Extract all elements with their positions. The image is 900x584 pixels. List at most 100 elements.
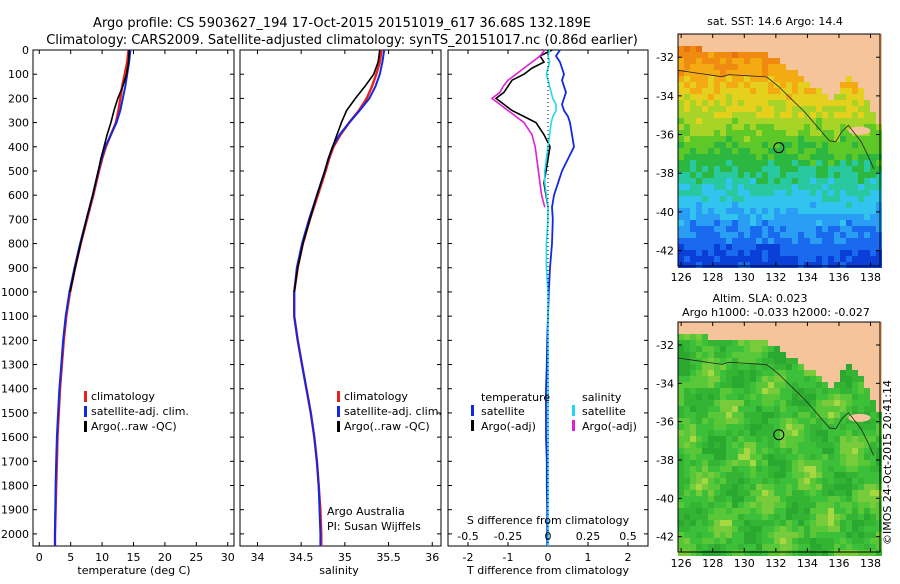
map-cell — [822, 532, 828, 538]
map-cell — [804, 370, 810, 376]
map-cell — [810, 376, 816, 382]
y-tick-label: 1900 — [1, 504, 29, 517]
map-cell — [732, 322, 738, 328]
map-cell — [828, 508, 834, 514]
map-cell — [810, 94, 816, 100]
map-cell — [876, 130, 882, 136]
map-cell — [738, 364, 744, 370]
map-cell — [756, 208, 762, 214]
map-cell — [714, 154, 720, 160]
map-cell — [840, 394, 846, 400]
map-cell — [822, 124, 828, 130]
map-cell — [690, 166, 696, 172]
map-cell — [726, 334, 732, 340]
map-cell — [864, 430, 870, 436]
x-tick-label: 2 — [625, 551, 632, 564]
map-cell — [762, 400, 768, 406]
map-cell — [756, 418, 762, 424]
map-cell — [780, 94, 786, 100]
map-cell — [804, 406, 810, 412]
map-cell — [726, 442, 732, 448]
map-cell — [792, 154, 798, 160]
map-cell — [846, 322, 852, 328]
map-cell — [792, 64, 798, 70]
map-cell — [756, 58, 762, 64]
map-cell — [870, 202, 876, 208]
map-cell — [822, 214, 828, 220]
map-cell — [732, 472, 738, 478]
map-cell — [678, 364, 684, 370]
map-cell — [822, 340, 828, 346]
map-cell — [774, 196, 780, 202]
map-cell — [768, 550, 774, 556]
map-cell — [828, 88, 834, 94]
map-cell — [684, 64, 690, 70]
y-tick-label: 1300 — [1, 359, 29, 372]
map-cell — [798, 538, 804, 544]
map-cell — [738, 190, 744, 196]
map-cell — [726, 484, 732, 490]
map-cell — [702, 70, 708, 76]
map-cell — [750, 202, 756, 208]
map-cell — [846, 40, 852, 46]
map-cell — [828, 346, 834, 352]
map-cell — [738, 448, 744, 454]
map-cell — [678, 130, 684, 136]
map-cell — [834, 490, 840, 496]
map-cell — [756, 106, 762, 112]
map-cell — [876, 352, 882, 358]
map-cell — [804, 544, 810, 550]
map-cell — [870, 70, 876, 76]
map-cell — [798, 88, 804, 94]
map-cell — [726, 424, 732, 430]
map-cell — [816, 34, 822, 40]
map-cell — [780, 172, 786, 178]
map-cell — [720, 334, 726, 340]
map-cell — [876, 142, 882, 148]
map-cell — [714, 484, 720, 490]
map-cell — [732, 76, 738, 82]
map-cell — [696, 58, 702, 64]
map-cell — [720, 196, 726, 202]
map-cell — [816, 160, 822, 166]
map-cell — [846, 232, 852, 238]
map-cell — [768, 538, 774, 544]
map-cell — [768, 154, 774, 160]
legend-label: satellite — [481, 405, 525, 418]
map-cell — [696, 100, 702, 106]
map-cell — [708, 166, 714, 172]
map-cell — [702, 40, 708, 46]
map-cell — [876, 196, 882, 202]
map-cell — [714, 466, 720, 472]
map-cell — [738, 58, 744, 64]
map-cell — [708, 430, 714, 436]
map-cell — [804, 106, 810, 112]
map-cell — [834, 442, 840, 448]
map-cell — [720, 64, 726, 70]
map-cell — [876, 364, 882, 370]
map-cell — [744, 484, 750, 490]
map-cell — [798, 118, 804, 124]
map-cell — [768, 346, 774, 352]
map-cell — [756, 472, 762, 478]
map-cell — [756, 226, 762, 232]
map-cell — [744, 88, 750, 94]
map-cell — [828, 460, 834, 466]
map-cell — [726, 214, 732, 220]
map-cell — [744, 70, 750, 76]
map-cell — [792, 388, 798, 394]
map-cell — [738, 544, 744, 550]
map-cell — [744, 400, 750, 406]
map-cell — [864, 352, 870, 358]
map-cell — [744, 520, 750, 526]
map-cell — [780, 244, 786, 250]
map-cell — [720, 544, 726, 550]
map-cell — [702, 196, 708, 202]
map-cell — [708, 58, 714, 64]
map-cell — [684, 82, 690, 88]
map-cell — [714, 238, 720, 244]
map-cell — [810, 334, 816, 340]
map-cell — [870, 490, 876, 496]
map-cell — [756, 250, 762, 256]
map-cell — [834, 484, 840, 490]
